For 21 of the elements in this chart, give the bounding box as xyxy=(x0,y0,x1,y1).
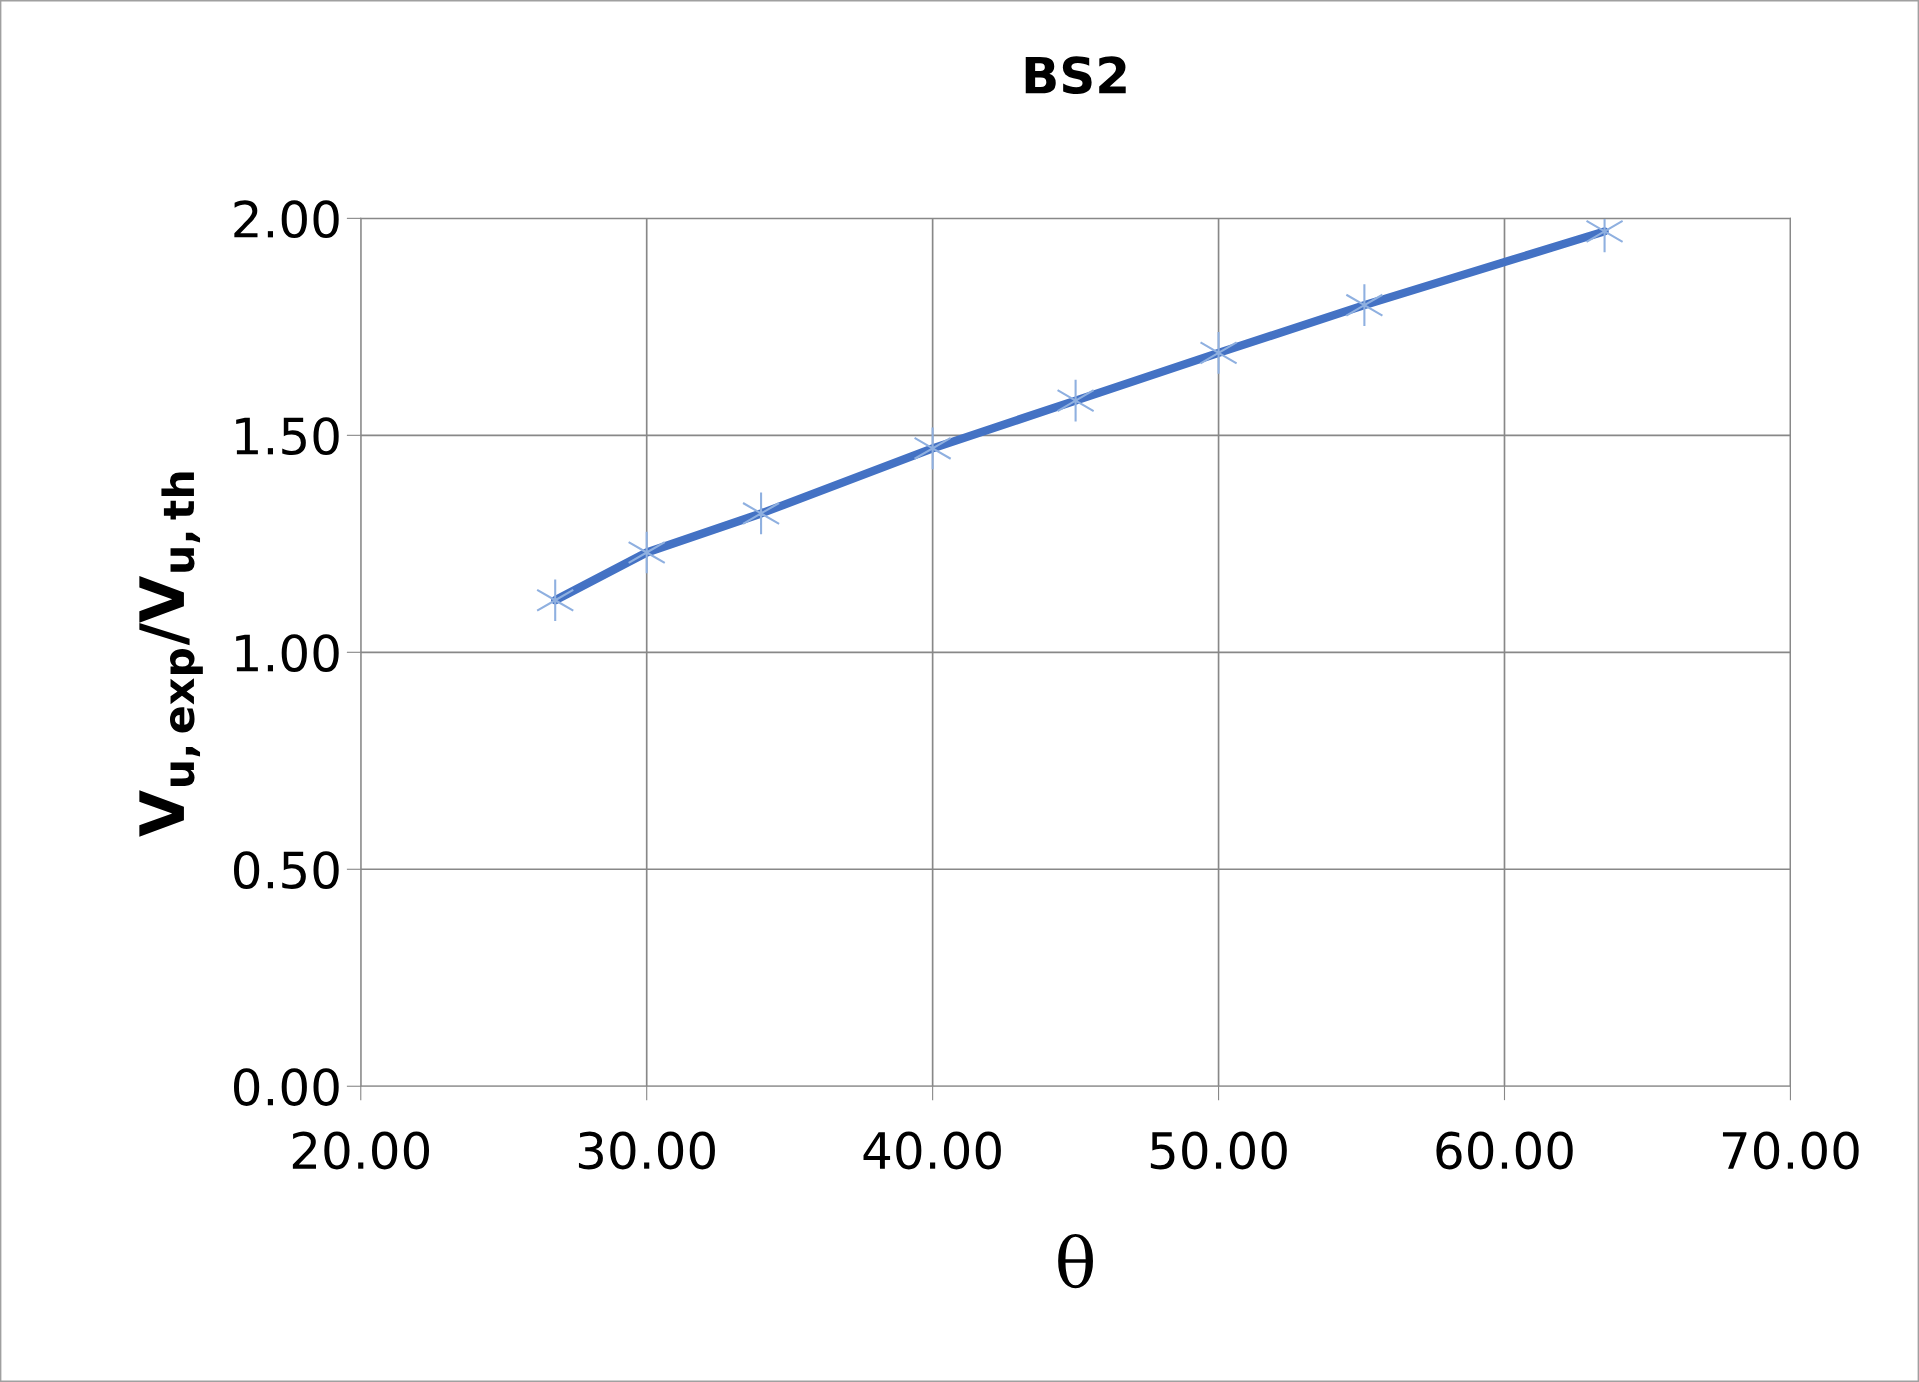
x-tick-label: 60.00 xyxy=(1436,1131,1573,1170)
y-tick-label: 0.00 xyxy=(233,1068,339,1106)
y-tick-label: 1.00 xyxy=(236,634,339,673)
y-tick-label: 1.50 xyxy=(236,417,339,456)
point xyxy=(536,578,575,623)
chart-title: BS2 xyxy=(1025,56,1126,95)
y-tick-label: 2.00 xyxy=(234,200,339,239)
y-tick-label: 0.50 xyxy=(233,851,339,889)
x-axis-title: θ xyxy=(1058,1233,1093,1289)
x-tick-label: 50.00 xyxy=(1150,1131,1287,1170)
x-tick-label: 70.00 xyxy=(1722,1131,1859,1170)
x-tick-label: 40.00 xyxy=(863,1131,1001,1170)
point xyxy=(1345,283,1384,328)
point xyxy=(627,530,666,575)
y-axis-title: V$_{u,exp}$/V$_{u,th}$ xyxy=(139,472,203,837)
point xyxy=(1056,378,1095,423)
point xyxy=(913,426,952,471)
x-tick-label: 20.00 xyxy=(292,1131,430,1170)
x-tick-label: 30.00 xyxy=(578,1131,715,1170)
point xyxy=(1199,331,1238,375)
point xyxy=(741,491,781,536)
